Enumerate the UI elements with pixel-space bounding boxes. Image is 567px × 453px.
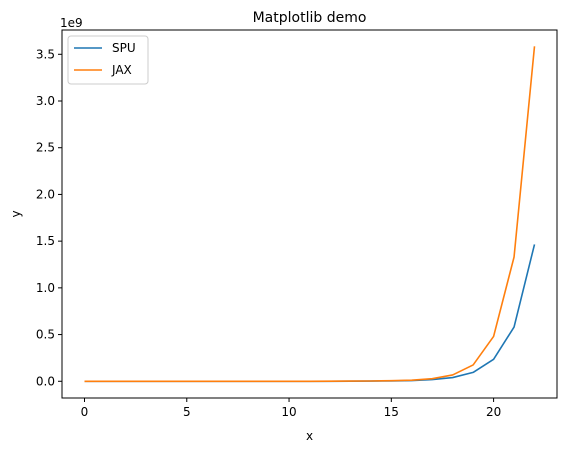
legend-label-jax: JAX: [111, 63, 132, 77]
y-tick-label: 0.5: [36, 328, 55, 342]
plot-area: [84, 46, 536, 383]
y-axis-offset-label: 1e9: [60, 16, 83, 30]
y-axis-label: y: [9, 210, 23, 217]
y-tick-label: 1.0: [36, 281, 55, 295]
y-tick-label: 3.5: [36, 47, 55, 61]
series-line-jax: [84, 46, 536, 383]
axes-frame: [61, 29, 558, 399]
x-tick-label: 15: [384, 405, 399, 419]
y-tick-label: 2.5: [36, 141, 55, 155]
x-tick-label: 10: [281, 405, 296, 419]
legend: SPU JAX: [67, 35, 149, 85]
legend-box: [67, 35, 149, 85]
x-tick-label: 5: [183, 405, 191, 419]
x-tick-label: 20: [486, 405, 501, 419]
legend-label-spu: SPU: [112, 41, 136, 55]
chart-title: Matplotlib demo: [253, 10, 367, 26]
y-axis-ticks: 0.0 0.5 1.0 1.5 2.0 2.5 3.0 3.5: [36, 47, 62, 388]
y-tick-label: 2.0: [36, 187, 55, 201]
x-axis-ticks: 0 5 10 15 20: [81, 398, 501, 419]
x-axis-label: x: [306, 429, 313, 443]
y-tick-label: 0.0: [36, 374, 55, 388]
x-tick-label: 0: [81, 405, 89, 419]
y-tick-label: 3.0: [36, 94, 55, 108]
y-tick-label: 1.5: [36, 234, 55, 248]
